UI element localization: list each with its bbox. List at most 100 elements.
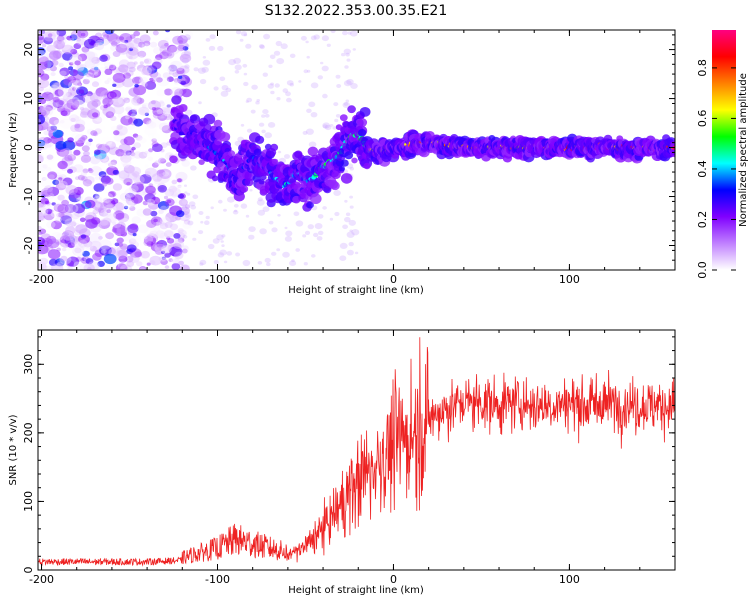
noise-blob bbox=[181, 30, 194, 40]
noise-blob bbox=[155, 248, 161, 253]
noise-blob bbox=[38, 164, 47, 172]
noise-blob bbox=[242, 63, 248, 68]
noise-blob bbox=[57, 204, 69, 214]
noise-blob bbox=[339, 242, 348, 249]
noise-blob bbox=[349, 166, 354, 171]
noise-blob bbox=[174, 251, 184, 260]
noise-blob bbox=[275, 40, 282, 47]
noise-blob bbox=[262, 206, 270, 212]
noise-blob bbox=[99, 239, 112, 250]
noise-blob bbox=[284, 226, 288, 230]
noise-blob bbox=[106, 32, 118, 42]
noise-blob bbox=[349, 195, 353, 199]
colorbar: 0.0 0.2 0.4 0.6 0.8 Normalized spectral ampl… bbox=[696, 30, 749, 279]
noise-blob bbox=[257, 197, 263, 202]
noise-blob bbox=[91, 56, 100, 64]
noise-blob bbox=[72, 203, 86, 214]
noise-blob bbox=[173, 233, 181, 239]
noise-blob bbox=[38, 244, 49, 255]
noise-blob bbox=[65, 226, 76, 235]
noise-blob bbox=[75, 224, 88, 234]
noise-blob bbox=[38, 147, 42, 152]
noise-blob bbox=[38, 41, 46, 48]
noise-blob bbox=[107, 162, 114, 167]
noise-blob bbox=[99, 54, 108, 62]
noise-blob bbox=[103, 253, 117, 265]
noise-blob bbox=[98, 47, 105, 52]
noise-blob bbox=[98, 96, 104, 101]
noise-blob bbox=[64, 104, 72, 110]
noise-blob bbox=[234, 140, 242, 147]
noise-blob bbox=[202, 56, 207, 59]
noise-blob bbox=[144, 151, 149, 155]
noise-blob bbox=[48, 258, 58, 266]
noise-blob bbox=[79, 246, 85, 251]
noise-blob bbox=[346, 231, 355, 238]
noise-blob bbox=[62, 177, 73, 186]
noise-blob bbox=[158, 255, 167, 262]
noise-blob bbox=[177, 44, 186, 51]
noise-blob bbox=[154, 243, 166, 253]
noise-blob bbox=[119, 243, 128, 250]
noise-blob bbox=[131, 146, 136, 151]
noise-blob bbox=[115, 149, 125, 157]
noise-blob bbox=[78, 239, 88, 248]
noise-blob bbox=[115, 213, 125, 220]
ridge-halo bbox=[310, 193, 322, 204]
noise-blob bbox=[125, 49, 139, 60]
noise-blob bbox=[305, 40, 309, 44]
noise-blob bbox=[56, 35, 65, 42]
noise-blob bbox=[223, 260, 228, 264]
noise-blob bbox=[73, 43, 82, 50]
noise-blob bbox=[185, 44, 190, 48]
ridge-halo bbox=[344, 151, 354, 160]
noise-blob bbox=[262, 72, 268, 77]
noise-blob bbox=[310, 112, 318, 118]
noise-blob bbox=[344, 65, 349, 69]
colorbar-tick-label: 0.8 bbox=[696, 59, 709, 77]
noise-blob bbox=[89, 155, 101, 165]
spectrogram-xtick-label: -100 bbox=[205, 273, 230, 286]
noise-blob bbox=[210, 206, 214, 210]
noise-blob bbox=[310, 82, 319, 89]
noise-blob bbox=[135, 135, 143, 141]
noise-blob bbox=[60, 255, 68, 262]
noise-blob bbox=[98, 208, 109, 217]
noise-blob bbox=[150, 100, 156, 105]
noise-blob bbox=[282, 88, 289, 93]
noise-blob bbox=[354, 251, 359, 255]
noise-blob bbox=[165, 198, 175, 206]
noise-blob bbox=[263, 33, 271, 40]
noise-blob bbox=[240, 123, 245, 127]
noise-blob bbox=[162, 72, 171, 79]
noise-blob bbox=[119, 33, 133, 44]
noise-blob bbox=[39, 40, 45, 45]
noise-blob bbox=[93, 183, 105, 193]
spectrogram-ytick-label: 20 bbox=[22, 43, 35, 57]
noise-blob bbox=[314, 223, 323, 230]
noise-blob bbox=[168, 64, 178, 72]
noise-blob bbox=[80, 32, 86, 37]
noise-blob bbox=[74, 60, 81, 66]
noise-blob bbox=[188, 201, 196, 207]
noise-blob bbox=[94, 200, 101, 205]
noise-blob bbox=[144, 164, 149, 168]
noise-blob bbox=[204, 220, 210, 225]
noise-blob bbox=[60, 215, 72, 225]
noise-blob bbox=[122, 163, 130, 169]
noise-blob bbox=[106, 213, 118, 223]
noise-blob bbox=[126, 260, 135, 267]
noise-blob bbox=[113, 105, 125, 115]
noise-blob bbox=[295, 248, 301, 252]
noise-blob bbox=[85, 141, 92, 147]
noise-blob bbox=[43, 36, 54, 45]
noise-blob bbox=[128, 87, 140, 97]
noise-blob bbox=[156, 77, 163, 83]
spectrogram-xtick-label: 100 bbox=[559, 273, 580, 286]
noise-blob bbox=[172, 240, 185, 249]
noise-blob bbox=[157, 185, 167, 193]
noise-blob bbox=[289, 82, 294, 87]
